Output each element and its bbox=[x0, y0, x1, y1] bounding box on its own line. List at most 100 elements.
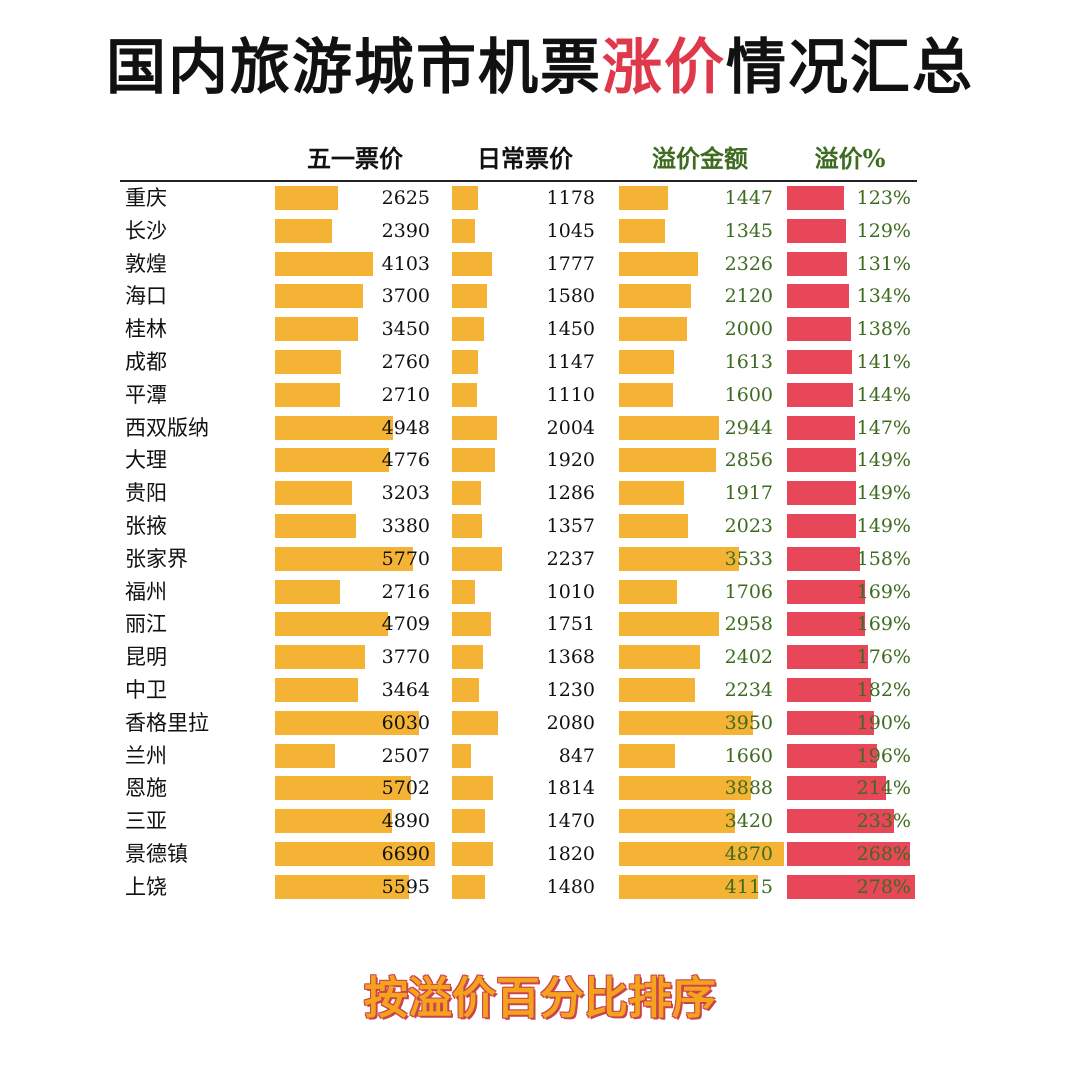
premium-amount-bar bbox=[619, 546, 739, 571]
regular-price-bar bbox=[452, 645, 483, 670]
may-day-price-bar bbox=[275, 415, 394, 440]
regular-price-bar bbox=[452, 710, 499, 735]
premium-amount-value: 3888 bbox=[724, 777, 773, 800]
premium-percent-value: 196% bbox=[856, 744, 911, 767]
may-day-price-bar bbox=[275, 776, 412, 801]
premium-percent-value: 268% bbox=[856, 843, 911, 865]
premium-amount-value: 2958 bbox=[724, 613, 773, 636]
premium-percent-bar bbox=[787, 448, 856, 473]
premium-amount-bar bbox=[619, 678, 695, 702]
regular-price-value: 1230 bbox=[546, 679, 595, 701]
premium-percent-bar bbox=[787, 546, 860, 571]
premium-percent-bar bbox=[787, 251, 848, 276]
may-day-price-bar bbox=[275, 612, 388, 637]
may-day-price-value: 2716 bbox=[381, 580, 430, 603]
premium-percent-value: 123% bbox=[856, 187, 911, 209]
may-day-price-value: 6030 bbox=[381, 711, 430, 734]
may-day-price-value: 3203 bbox=[381, 482, 430, 505]
regular-price-value: 1480 bbox=[546, 875, 595, 898]
premium-amount-value: 2234 bbox=[724, 679, 773, 701]
premium-amount-value: 2856 bbox=[724, 449, 773, 472]
city-label: 西双版纳 bbox=[125, 415, 209, 440]
may-day-price-value: 2760 bbox=[381, 351, 430, 373]
may-day-price-bar bbox=[275, 579, 340, 604]
premium-amount-bar bbox=[619, 809, 735, 834]
regular-price-bar bbox=[452, 842, 493, 866]
may-day-price-bar bbox=[275, 514, 356, 538]
premium-percent-bar bbox=[787, 382, 854, 407]
premium-percent-bar bbox=[787, 842, 911, 866]
regular-price-value: 1110 bbox=[546, 383, 595, 406]
regular-price-value: 1368 bbox=[546, 646, 595, 669]
premium-percent-value: 190% bbox=[856, 711, 911, 734]
premium-percent-bar bbox=[787, 645, 869, 670]
premium-percent-value: 141% bbox=[856, 351, 911, 373]
premium-amount-bar bbox=[619, 350, 674, 374]
premium-percent-value: 144% bbox=[856, 383, 911, 406]
may-day-price-bar bbox=[275, 546, 413, 571]
premium-percent-value: 149% bbox=[856, 515, 911, 537]
regular-price-value: 1010 bbox=[546, 580, 595, 603]
regular-price-bar bbox=[452, 481, 481, 506]
city-label: 平潭 bbox=[125, 382, 167, 407]
premium-percent-bar bbox=[787, 743, 878, 768]
regular-price-value: 1580 bbox=[546, 285, 595, 308]
regular-price-value: 1814 bbox=[546, 777, 595, 800]
may-day-price-value: 2710 bbox=[381, 383, 430, 406]
regular-price-bar bbox=[452, 874, 486, 899]
premium-percent-bar bbox=[787, 186, 844, 210]
premium-amount-bar bbox=[619, 743, 676, 768]
premium-amount-bar bbox=[619, 284, 691, 309]
premium-percent-bar bbox=[787, 284, 849, 309]
premium-amount-value: 1600 bbox=[724, 383, 773, 406]
regular-price-value: 847 bbox=[558, 744, 595, 767]
regular-price-value: 1751 bbox=[546, 613, 595, 636]
may-day-price-bar bbox=[275, 842, 435, 866]
premium-amount-bar bbox=[619, 514, 688, 538]
regular-price-bar bbox=[452, 546, 502, 571]
may-day-price-bar bbox=[275, 874, 409, 899]
city-label: 张掖 bbox=[125, 514, 167, 538]
title-part-2: 情况汇总 bbox=[726, 33, 974, 103]
city-label: 香格里拉 bbox=[125, 710, 209, 735]
premium-percent-bar bbox=[787, 809, 895, 834]
city-label: 福州 bbox=[125, 579, 167, 604]
premium-amount-bar bbox=[619, 842, 784, 866]
premium-amount-bar bbox=[619, 382, 674, 407]
premium-amount-bar bbox=[619, 251, 698, 276]
regular-price-bar bbox=[452, 350, 478, 374]
may-day-price-bar bbox=[275, 809, 392, 834]
title-part-1: 国内旅游城市机票 bbox=[106, 33, 602, 103]
premium-amount-bar bbox=[619, 317, 687, 342]
regular-price-bar bbox=[452, 514, 483, 538]
premium-percent-bar bbox=[787, 612, 865, 637]
chart-title: 国内旅游城市机票涨价情况汇总 bbox=[0, 18, 1080, 118]
city-label: 贵阳 bbox=[125, 481, 167, 506]
may-day-price-value: 3380 bbox=[381, 515, 430, 537]
premium-amount-value: 1706 bbox=[724, 580, 773, 603]
premium-percent-bar bbox=[787, 415, 855, 440]
premium-amount-bar bbox=[619, 612, 720, 637]
city-label: 中卫 bbox=[125, 678, 167, 702]
may-day-price-value: 2507 bbox=[381, 744, 430, 767]
may-day-price-value: 4709 bbox=[381, 613, 430, 636]
premium-amount-value: 2326 bbox=[724, 252, 773, 275]
premium-percent-value: 233% bbox=[856, 810, 911, 833]
city-label: 张家界 bbox=[125, 546, 188, 571]
may-day-price-value: 2390 bbox=[381, 219, 430, 242]
may-day-price-value: 5702 bbox=[381, 777, 430, 800]
premium-amount-bar bbox=[619, 776, 751, 801]
may-day-price-bar bbox=[275, 218, 333, 243]
regular-price-value: 2237 bbox=[546, 547, 595, 570]
may-day-price-bar bbox=[275, 448, 390, 473]
premium-percent-value: 158% bbox=[856, 547, 911, 570]
premium-amount-value: 4115 bbox=[724, 875, 773, 898]
premium-percent-bar bbox=[787, 579, 865, 604]
premium-percent-value: 149% bbox=[856, 482, 911, 505]
premium-percent-value: 129% bbox=[856, 219, 911, 242]
may-day-price-value: 2625 bbox=[381, 187, 430, 209]
premium-amount-bar bbox=[619, 218, 665, 243]
regular-price-bar bbox=[452, 382, 477, 407]
city-label: 恩施 bbox=[125, 776, 167, 801]
regular-price-bar bbox=[452, 579, 475, 604]
